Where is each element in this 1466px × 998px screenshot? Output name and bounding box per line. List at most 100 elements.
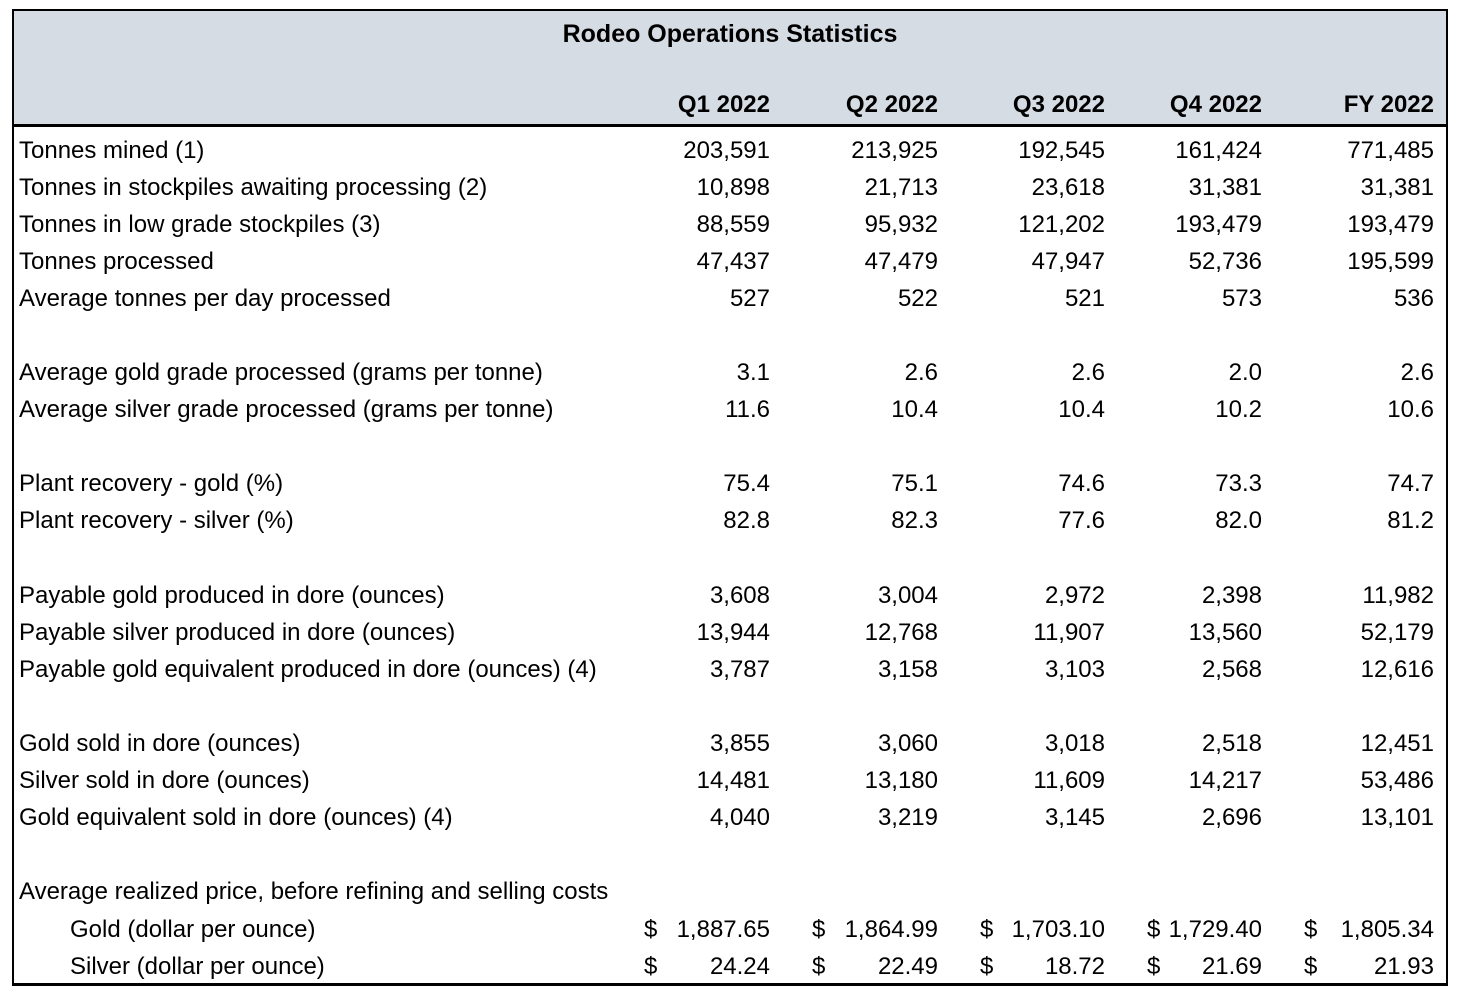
price-value: 24.24 — [709, 952, 770, 980]
row-label: Payable gold equivalent produced in dore… — [19, 655, 597, 683]
value-cell: 10.4 — [1058, 396, 1105, 424]
value-cell: 31,381 — [1188, 173, 1262, 201]
value-cell: 81.2 — [1387, 507, 1434, 535]
dollar-sign: $ — [812, 915, 826, 943]
value-cell: 193,479 — [1175, 210, 1262, 238]
row-label: Average gold grade processed (grams per … — [19, 359, 543, 387]
value-cell: $18.72 — [950, 953, 1117, 981]
row-label: Silver sold in dore (ounces) — [19, 767, 310, 795]
value-cell: 47,947 — [1031, 247, 1105, 275]
row-label: Average silver grade processed (grams pe… — [19, 396, 554, 424]
table-row: Plant recovery - gold (%) 75.4 75.1 74.6 73.… — [14, 466, 1446, 503]
value-cell: 2.6 — [1071, 359, 1105, 387]
table-title: Rodeo Operations Statistics — [562, 20, 898, 48]
row-label: Payable silver produced in dore (ounces) — [19, 618, 456, 646]
value-cell: 3,004 — [877, 581, 938, 609]
value-cell: 73.3 — [1215, 470, 1262, 498]
value-cell: $1,864.99 — [782, 916, 950, 944]
value-cell: 74.6 — [1058, 470, 1105, 498]
value-cell: $1,729.40 — [1117, 916, 1274, 944]
value-cell: 3,145 — [1044, 804, 1105, 832]
value-cell: 10,898 — [696, 173, 770, 201]
value-cell: 121,202 — [1018, 210, 1105, 238]
table-row: Payable gold equivalent produced in dore… — [14, 651, 1446, 688]
value-cell: 2,518 — [1201, 730, 1262, 758]
price-value: 1,729.40 — [1168, 915, 1262, 943]
value-cell: 95,932 — [864, 210, 938, 238]
value-cell: 2,696 — [1201, 804, 1262, 832]
value-cell: $22.49 — [782, 953, 950, 981]
row-label: Average realized price, before refining … — [19, 878, 609, 906]
table-row: Average silver grade processed (grams pe… — [14, 392, 1446, 429]
value-cell: 47,479 — [864, 247, 938, 275]
value-cell: 13,560 — [1188, 618, 1262, 646]
value-cell: 521 — [1064, 284, 1105, 312]
value-cell: 10.4 — [891, 396, 938, 424]
value-cell: 10.2 — [1215, 396, 1262, 424]
table-header: Rodeo Operations Statistics Q1 2022 Q2 2… — [14, 11, 1446, 127]
table-row: Payable gold produced in dore (ounces) 3,… — [14, 577, 1446, 614]
value-cell: 192,545 — [1018, 136, 1105, 164]
table-row: Gold sold in dore (ounces) 3,855 3,060 3,01… — [14, 726, 1446, 763]
table-row: Gold (dollar per ounce) $1,887.65 $1,864.9… — [14, 911, 1446, 948]
table-row: Gold equivalent sold in dore (ounces) (4… — [14, 800, 1446, 837]
value-cell: 52,179 — [1360, 618, 1434, 646]
price-value: 1,703.10 — [1011, 915, 1105, 943]
value-cell: 3,158 — [877, 655, 938, 683]
column-header-row: Q1 2022 Q2 2022 Q3 2022 Q4 2022 FY 2022 — [14, 91, 1446, 124]
row-label: Tonnes in low grade stockpiles (3) — [19, 210, 381, 238]
value-cell: 2,972 — [1044, 581, 1105, 609]
row-label: Plant recovery - silver (%) — [19, 507, 294, 535]
price-value: 1,864.99 — [844, 915, 938, 943]
spacer-row — [14, 317, 1446, 354]
row-label: Gold equivalent sold in dore (ounces) (4… — [19, 804, 453, 832]
value-cell: $1,887.65 — [614, 916, 782, 944]
value-cell: 11.6 — [725, 396, 770, 424]
dollar-sign: $ — [1304, 952, 1318, 980]
value-cell: 573 — [1221, 284, 1262, 312]
value-cell: 31,381 — [1360, 173, 1434, 201]
value-cell: $21.93 — [1274, 953, 1446, 981]
value-cell: 2.6 — [1400, 359, 1434, 387]
value-cell: 77.6 — [1058, 507, 1105, 535]
value-cell: 4,040 — [709, 804, 770, 832]
value-cell: 14,217 — [1188, 767, 1262, 795]
column-header-q2: Q2 2022 — [845, 91, 938, 118]
value-cell: 11,609 — [1033, 767, 1105, 795]
spacer-row — [14, 837, 1446, 874]
value-cell: 203,591 — [683, 136, 770, 164]
table-row: Average gold grade processed (grams per … — [14, 355, 1446, 392]
value-cell: 3,060 — [877, 730, 938, 758]
table-row: Silver sold in dore (ounces) 14,481 13,180… — [14, 763, 1446, 800]
column-header-fy: FY 2022 — [1343, 91, 1434, 118]
spacer-row — [14, 540, 1446, 577]
value-cell: 11,907 — [1033, 618, 1105, 646]
value-cell: 12,451 — [1360, 730, 1434, 758]
value-cell: 13,101 — [1360, 804, 1434, 832]
value-cell: 47,437 — [696, 247, 770, 275]
row-label: Tonnes mined (1) — [19, 136, 205, 164]
value-cell: 2,398 — [1201, 581, 1262, 609]
spacer-row — [14, 688, 1446, 725]
value-cell: 3,018 — [1044, 730, 1105, 758]
value-cell: 12,616 — [1360, 655, 1434, 683]
value-cell: 11,982 — [1362, 581, 1434, 609]
value-cell: 3,787 — [709, 655, 770, 683]
price-value: 18.72 — [1044, 952, 1105, 980]
value-cell: 2.6 — [904, 359, 938, 387]
table-body: Tonnes mined (1) 203,591 213,925 192,545 161… — [14, 127, 1446, 983]
value-cell: 82.3 — [891, 507, 938, 535]
value-cell: 193,479 — [1347, 210, 1434, 238]
row-label: Silver (dollar per ounce) — [70, 952, 325, 980]
value-cell: 53,486 — [1360, 767, 1434, 795]
table-row: Average tonnes per day processed 527 522 52… — [14, 280, 1446, 317]
value-cell: 195,599 — [1347, 247, 1434, 275]
table-row: Payable silver produced in dore (ounces)… — [14, 614, 1446, 651]
spacer-row — [14, 429, 1446, 466]
value-cell: $1,805.34 — [1274, 916, 1446, 944]
row-label: Plant recovery - gold (%) — [19, 470, 284, 498]
value-cell: 14,481 — [696, 767, 770, 795]
table-row: Tonnes in stockpiles awaiting processing… — [14, 169, 1446, 206]
row-label: Gold (dollar per ounce) — [70, 915, 316, 943]
column-header-q1: Q1 2022 — [677, 91, 770, 118]
